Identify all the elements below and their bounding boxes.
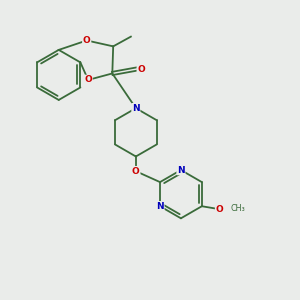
Text: O: O — [216, 205, 224, 214]
Text: N: N — [132, 104, 140, 113]
Text: CH₃: CH₃ — [231, 204, 245, 213]
Text: O: O — [83, 36, 91, 45]
Text: O: O — [137, 64, 145, 74]
Text: N: N — [156, 202, 164, 211]
Text: O: O — [132, 167, 140, 176]
Text: N: N — [177, 166, 185, 175]
Text: O: O — [84, 75, 92, 84]
